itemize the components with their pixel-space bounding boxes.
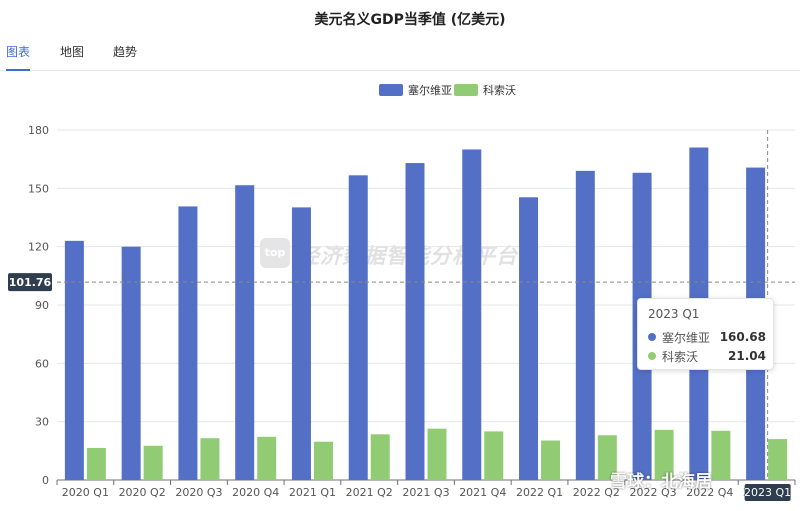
tooltip-value-serbia: 160.68 xyxy=(719,330,766,344)
legend-label-serbia: 塞尔维亚 xyxy=(408,84,452,97)
bar-kosovo xyxy=(200,438,220,480)
bar-serbia xyxy=(519,197,539,480)
tooltip-name-kosovo: 科索沃 xyxy=(662,349,699,364)
bar-serbia xyxy=(405,163,425,481)
bar-serbia xyxy=(348,175,368,481)
x-tick-label: 2020 Q3 xyxy=(175,486,222,499)
legend-swatch-kosovo xyxy=(454,84,478,96)
chart-tooltip: 2023 Q1 塞尔维亚 160.68 科索沃 21.04 xyxy=(637,298,774,370)
tooltip-dot-kosovo xyxy=(648,352,656,360)
bar-kosovo xyxy=(427,428,447,480)
bar-kosovo xyxy=(597,435,617,480)
bar-serbia xyxy=(178,206,198,480)
corner-watermark: 雪球：北海居 xyxy=(610,472,712,492)
tooltip-dot-serbia xyxy=(648,333,656,341)
bar-serbia xyxy=(462,149,482,480)
tooltip-name-serbia: 塞尔维亚 xyxy=(662,330,711,345)
tab-chart[interactable]: 图表 xyxy=(6,42,31,71)
y-tick-label: 90 xyxy=(35,299,49,312)
chart-legend: 塞尔维亚 科索沃 xyxy=(0,82,800,98)
bar-kosovo xyxy=(541,440,561,480)
x-tick-label: 2021 Q1 xyxy=(289,486,336,499)
bar-serbia xyxy=(291,207,311,480)
bar-kosovo xyxy=(654,429,674,480)
x-tick-label: 2020 Q1 xyxy=(62,486,109,499)
legend-item-kosovo[interactable]: 科索沃 xyxy=(454,82,516,98)
x-tick-label: 2022 Q2 xyxy=(573,486,620,499)
axis-pointer-y-badge xyxy=(8,273,52,292)
bar-kosovo xyxy=(313,441,333,480)
axis-pointer-y-label: 101.76 xyxy=(9,276,52,289)
bar-serbia xyxy=(235,185,255,480)
bar-kosovo xyxy=(143,445,163,480)
tooltip-value-kosovo: 21.04 xyxy=(728,349,766,363)
bar-kosovo xyxy=(711,430,731,480)
tab-map[interactable]: 地图 xyxy=(60,45,85,59)
bar-serbia xyxy=(575,170,595,481)
y-tick-label: 30 xyxy=(35,416,49,429)
bar-serbia xyxy=(121,246,141,480)
legend-item-serbia[interactable]: 塞尔维亚 xyxy=(379,82,452,98)
bar-serbia xyxy=(64,240,84,480)
axis-pointer-x-label: 2023 Q1 xyxy=(744,486,791,499)
x-tick-label: 2020 Q2 xyxy=(119,486,166,499)
x-tick-label: 2021 Q4 xyxy=(459,486,506,499)
y-tick-label: 120 xyxy=(28,241,49,254)
watermark-logo: top xyxy=(260,238,290,268)
x-tick-label: 2022 Q1 xyxy=(516,486,563,499)
tab-trend[interactable]: 趋势 xyxy=(113,45,138,59)
x-tick-label: 2022 Q4 xyxy=(686,486,733,499)
x-tick-label: 2020 Q4 xyxy=(232,486,279,499)
bar-kosovo xyxy=(370,434,390,480)
tooltip-row-serbia: 塞尔维亚 160.68 xyxy=(648,329,766,345)
y-tick-label: 180 xyxy=(28,124,49,137)
tooltip-title: 2023 Q1 xyxy=(648,307,700,321)
tooltip-row-kosovo: 科索沃 21.04 xyxy=(648,348,766,364)
bar-kosovo xyxy=(768,439,788,480)
x-tick-label: 2021 Q3 xyxy=(402,486,449,499)
y-tick-label: 0 xyxy=(42,474,49,487)
chart-title: 美元名义GDP当季值 (亿美元) xyxy=(314,12,506,28)
bar-kosovo xyxy=(86,447,106,480)
view-tabs: 图表 地图 趋势 xyxy=(0,42,800,71)
bar-kosovo xyxy=(484,431,504,480)
bar-kosovo xyxy=(257,436,277,480)
y-tick-label: 150 xyxy=(28,182,49,195)
y-tick-label: 60 xyxy=(35,357,49,370)
legend-label-kosovo: 科索沃 xyxy=(483,84,516,97)
axis-pointer-x-badge xyxy=(744,484,791,501)
legend-swatch-serbia xyxy=(379,84,403,96)
x-tick-label: 2021 Q2 xyxy=(346,486,393,499)
x-tick-label: 2022 Q3 xyxy=(629,486,676,499)
